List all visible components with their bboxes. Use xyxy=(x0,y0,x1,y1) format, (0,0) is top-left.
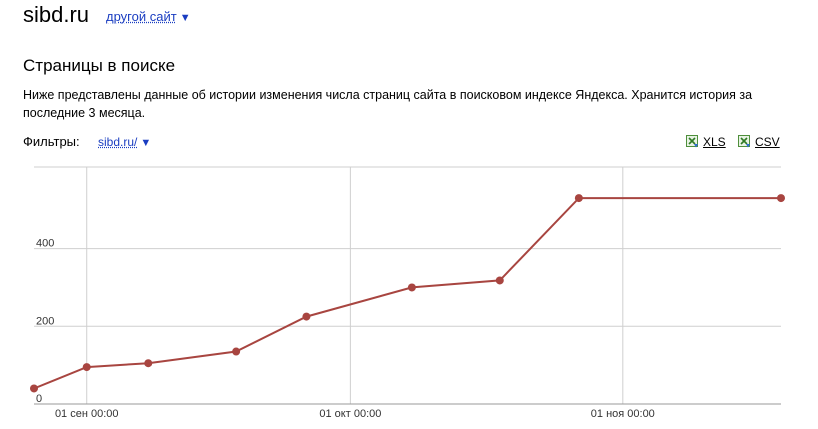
x-tick-label: 01 сен 00:00 xyxy=(55,408,119,420)
export-xls-link[interactable]: XLS xyxy=(686,135,726,149)
chart-axes: 0 200 400 01 сен 00:00 01 окт 00:00 01 ноя 00… xyxy=(34,238,781,420)
data-point[interactable] xyxy=(30,384,38,393)
y-tick-label: 200 xyxy=(36,315,54,327)
other-site-label[interactable]: другой сайт xyxy=(106,9,177,24)
other-site-link[interactable]: другой сайт ▼ xyxy=(106,9,191,24)
excel-sheet-icon xyxy=(738,135,750,148)
x-tick-label: 01 окт 00:00 xyxy=(319,408,381,420)
site-title: sibd.ru xyxy=(23,2,90,27)
data-point[interactable] xyxy=(144,359,153,368)
data-point[interactable] xyxy=(232,347,241,356)
y-tick-label: 0 xyxy=(36,393,42,405)
data-point[interactable] xyxy=(302,312,311,321)
filter-value[interactable]: sibd.ru/ xyxy=(98,135,138,149)
data-point[interactable] xyxy=(495,276,504,285)
export-csv-label[interactable]: CSV xyxy=(755,135,780,149)
export-csv-link[interactable]: CSV xyxy=(738,135,780,149)
filters-label: Фильтры: xyxy=(23,134,80,149)
page-title: Страницы в поиске xyxy=(23,56,176,75)
data-point[interactable] xyxy=(574,194,583,203)
x-tick-label: 01 ноя 00:00 xyxy=(591,408,655,420)
chevron-down-icon[interactable]: ▼ xyxy=(140,137,152,149)
chart-series xyxy=(30,194,785,393)
data-point[interactable] xyxy=(82,363,91,372)
y-tick-label: 400 xyxy=(36,238,54,250)
data-point[interactable] xyxy=(407,283,416,292)
page-description: Ниже представлены данные об истории изме… xyxy=(23,88,753,120)
chevron-down-icon[interactable]: ▼ xyxy=(179,12,191,24)
excel-sheet-icon xyxy=(686,135,698,148)
pages-chart: 0 200 400 01 сен 00:00 01 окт 00:00 01 ноя 00… xyxy=(30,166,785,420)
filter-dropdown[interactable]: sibd.ru/▼ xyxy=(98,135,151,149)
export-xls-label[interactable]: XLS xyxy=(703,135,726,149)
chart-grid xyxy=(34,166,781,404)
data-point[interactable] xyxy=(777,194,785,203)
